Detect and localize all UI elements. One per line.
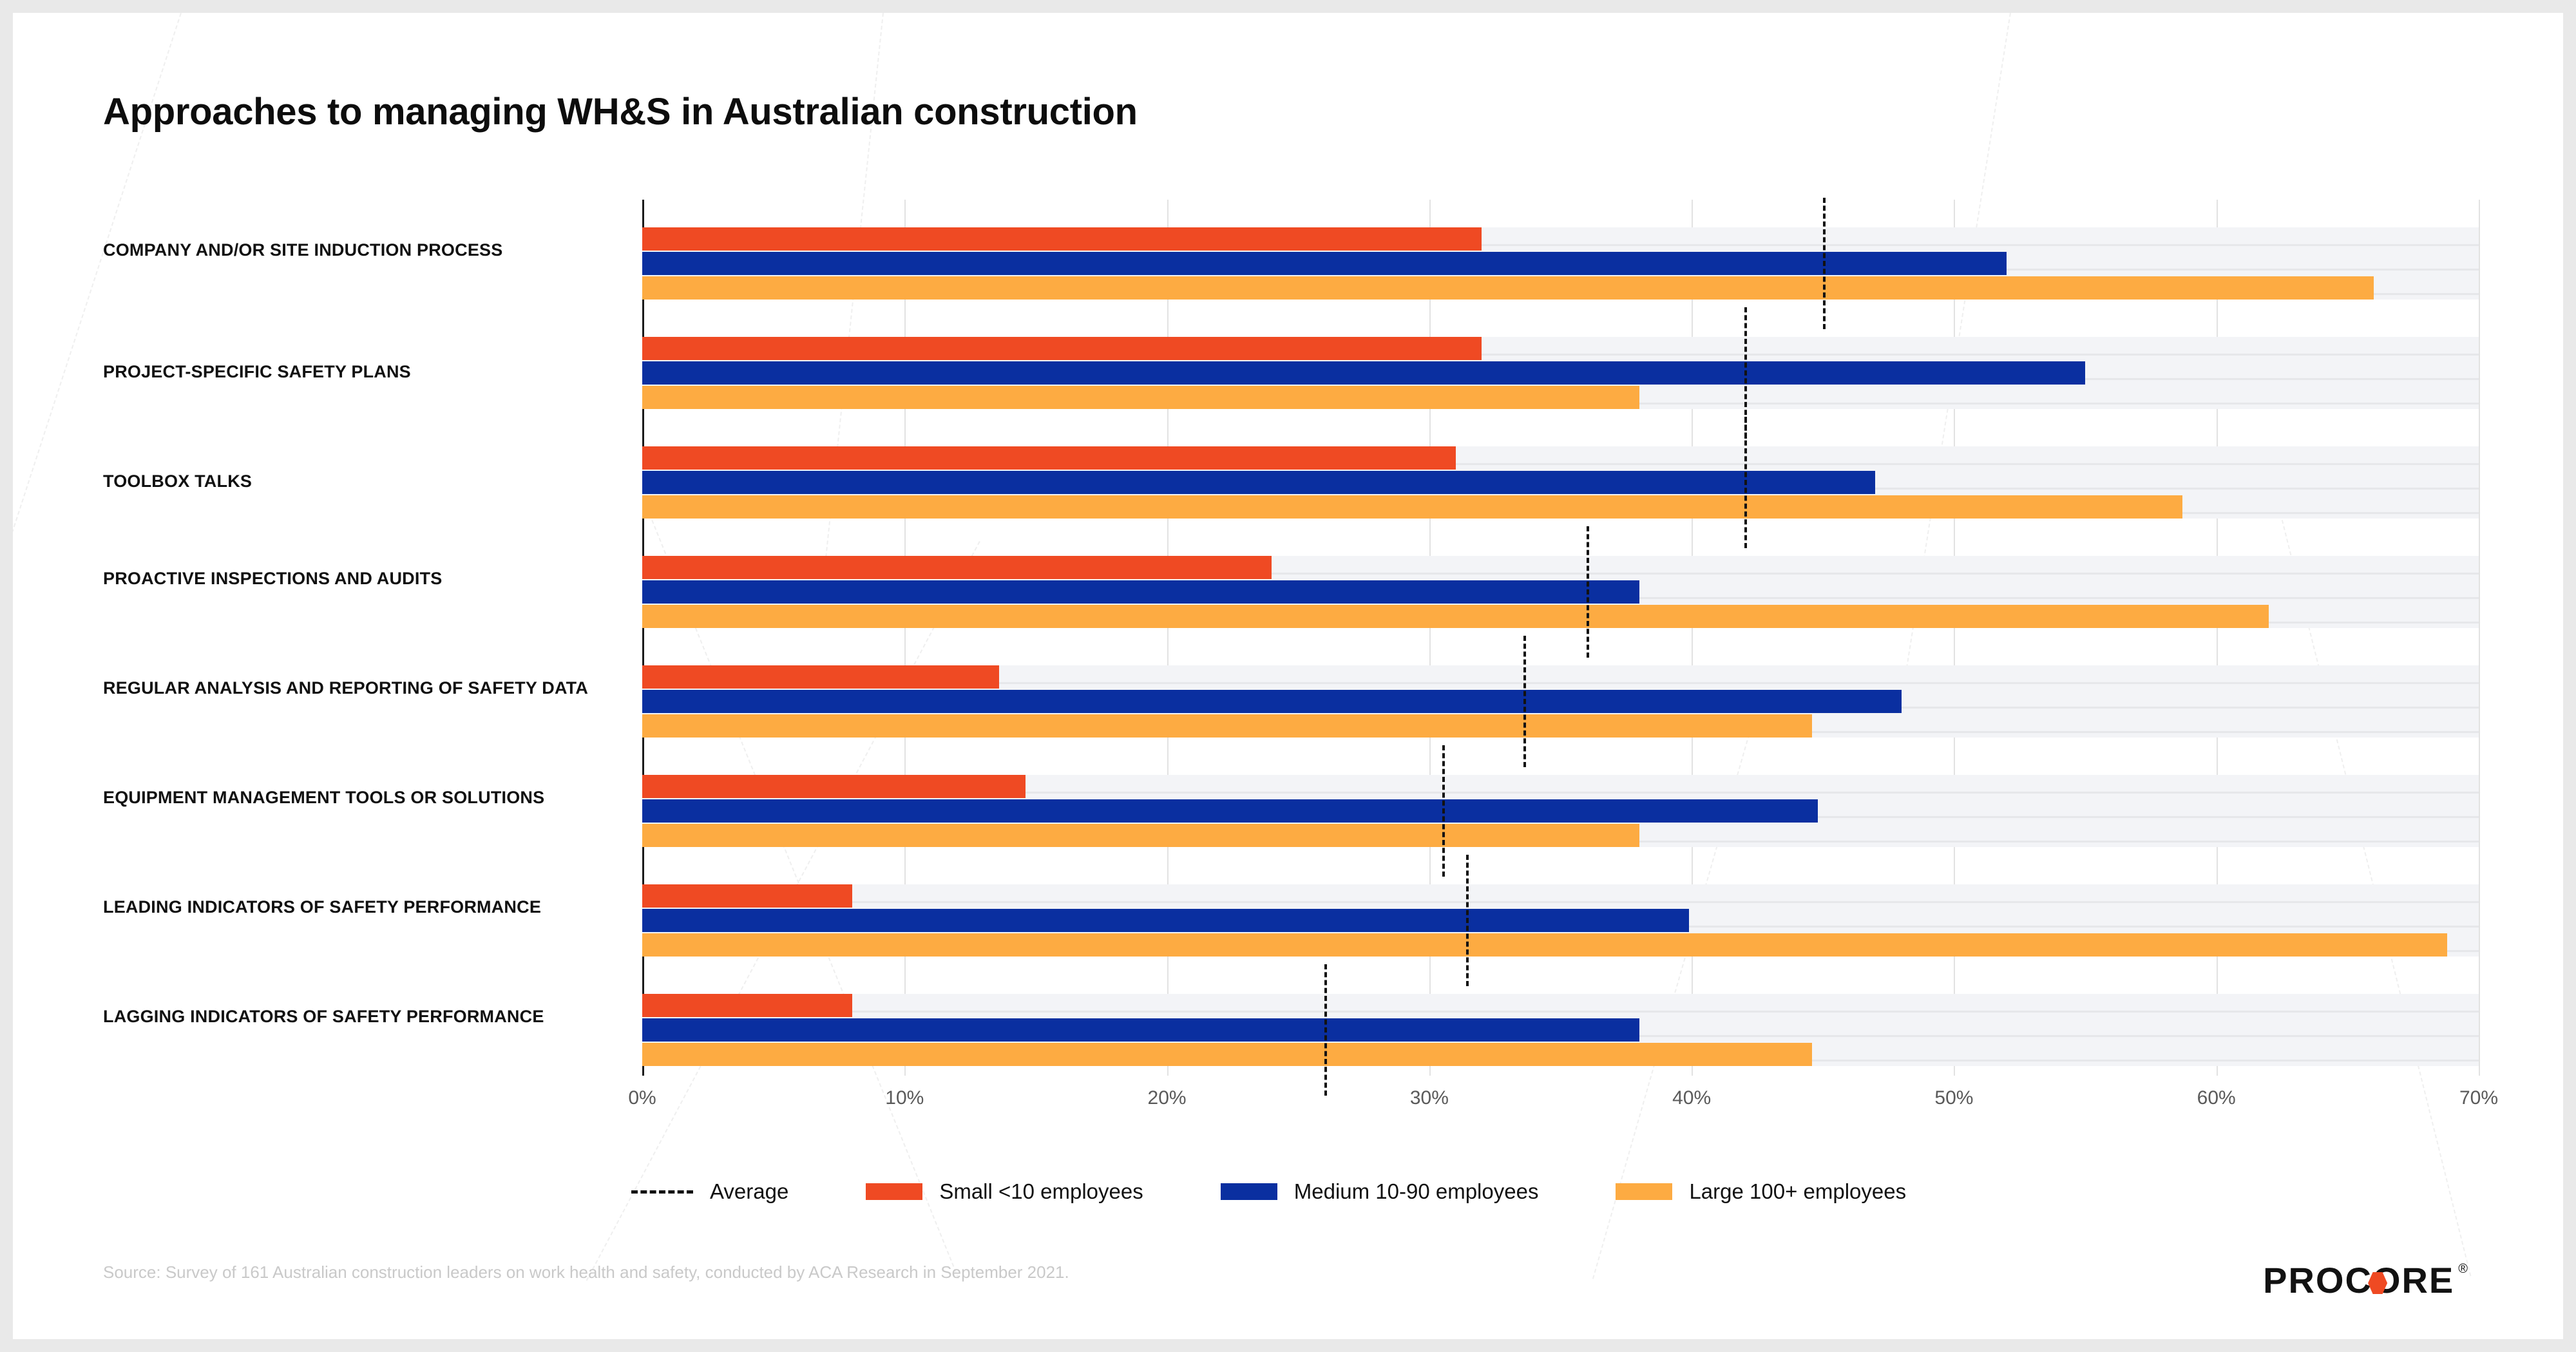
bar-small: [642, 665, 999, 689]
gridline-30%: [1429, 200, 1431, 1076]
legend-label: Large 100+ employees: [1689, 1179, 1907, 1203]
bar-medium: [642, 252, 2007, 275]
legend-label: Small <10 employees: [939, 1179, 1143, 1203]
average-marker: [1744, 307, 1747, 439]
legend-label: Medium 10-90 employees: [1293, 1179, 1539, 1203]
bar-medium: [642, 1018, 1639, 1042]
category-label: REGULAR ANALYSIS AND REPORTING OF SAFETY…: [103, 678, 589, 698]
legend-swatch: [631, 1190, 693, 1194]
average-marker: [1523, 636, 1527, 767]
legend-item[interactable]: Large 100+ employees: [1616, 1179, 1906, 1204]
bar-small: [642, 227, 1482, 251]
gridline-60%: [2216, 200, 2218, 1076]
legend-swatch: [1220, 1183, 1277, 1200]
bar-group: [642, 775, 2479, 847]
bar-medium: [642, 361, 2086, 385]
value-hairline: [642, 573, 2479, 575]
bar-medium: [642, 471, 1876, 494]
average-marker: [1324, 964, 1327, 1096]
bar-small: [642, 446, 1456, 470]
category-label: EQUIPMENT MANAGEMENT TOOLS OR SOLUTIONS: [103, 788, 545, 807]
x-tick-label: 0%: [628, 1087, 656, 1109]
average-marker: [1822, 198, 1826, 329]
x-axis-tick-labels: 0% 10% 20% 30% 40% 50% 60% 70%: [628, 1076, 2498, 1114]
bar-large: [642, 386, 1639, 409]
bar-small: [642, 337, 1482, 360]
gridline-50%: [1954, 200, 1956, 1076]
bar-medium: [642, 799, 1818, 823]
average-marker: [1465, 855, 1469, 986]
logo-wordmark: PROCORE: [2263, 1260, 2455, 1300]
legend-item[interactable]: Average: [631, 1179, 788, 1204]
average-marker: [1587, 526, 1590, 658]
gridline-20%: [1167, 200, 1169, 1076]
bar-large: [642, 824, 1639, 847]
bar-large: [642, 605, 2269, 628]
bar-large: [642, 495, 2182, 519]
x-tick-label: 50%: [1934, 1087, 1974, 1109]
bar-group: [642, 337, 2479, 409]
gridline-0%: [642, 200, 644, 1076]
legend-item[interactable]: Small <10 employees: [866, 1179, 1143, 1204]
value-hairline: [642, 901, 2479, 903]
value-hairline: [642, 682, 2479, 684]
value-hairline: [642, 354, 2479, 356]
bar-small: [642, 556, 1272, 579]
legend-swatch: [1616, 1183, 1673, 1200]
bar-medium: [642, 580, 1639, 604]
bar-group: [642, 665, 2479, 738]
gridline-10%: [904, 200, 906, 1076]
bar-group: [642, 446, 2479, 519]
x-tick-label: 20%: [1147, 1087, 1187, 1109]
source-note: Source: Survey of 161 Australian constru…: [103, 1262, 1069, 1282]
bar-group: [642, 556, 2479, 628]
category-label: PROACTIVE INSPECTIONS AND AUDITS: [103, 569, 443, 588]
legend-swatch: [866, 1183, 923, 1200]
category-label: COMPANY AND/OR SITE INDUCTION PROCESS: [103, 240, 503, 260]
x-tick-label: 10%: [885, 1087, 924, 1109]
bar-large: [642, 714, 1813, 738]
gridline-70%: [2479, 200, 2480, 1076]
chart-card: Approaches to managing WH&S in Australia…: [13, 13, 2563, 1339]
value-hairline: [642, 463, 2479, 465]
category-label-list: COMPANY AND/OR SITE INDUCTION PROCESS PRO…: [103, 200, 631, 1076]
average-marker: [1442, 745, 1445, 877]
chart-plot-area: 0% 10% 20% 30% 40% 50% 60% 70%: [628, 198, 2498, 1109]
x-tick-label: 70%: [2459, 1087, 2499, 1109]
bar-group: [642, 994, 2479, 1066]
bar-large: [642, 1043, 1813, 1066]
category-label: LEADING INDICATORS OF SAFETY PERFORMANCE: [103, 897, 542, 917]
bar-large: [642, 276, 2374, 300]
chart-legend: Average Small <10 employees Medium 10-90 e…: [631, 1172, 1983, 1211]
bar-small: [642, 884, 852, 908]
category-label: TOOLBOX TALKS: [103, 471, 253, 491]
average-marker: [1744, 417, 1747, 548]
value-hairline: [642, 792, 2479, 794]
x-tick-label: 30%: [1409, 1087, 1449, 1109]
page-title: Approaches to managing WH&S in Australia…: [103, 91, 1138, 133]
x-tick-label: 60%: [2197, 1087, 2236, 1109]
bar-small: [642, 775, 1026, 798]
bar-medium: [642, 909, 1690, 932]
category-label: PROJECT-SPECIFIC SAFETY PLANS: [103, 362, 411, 381]
bar-medium: [642, 690, 1902, 713]
procore-logo: PROCORE ®: [2263, 1259, 2468, 1301]
value-hairline: [642, 244, 2479, 246]
registered-trademark-icon: ®: [2458, 1262, 2468, 1276]
category-label: LAGGING INDICATORS OF SAFETY PERFORMANCE: [103, 1007, 544, 1026]
value-hairline: [642, 1011, 2479, 1013]
bar-group: [642, 884, 2479, 957]
legend-label: Average: [710, 1179, 789, 1203]
bar-small: [642, 994, 852, 1017]
bar-large: [642, 933, 2448, 957]
gridline-40%: [1692, 200, 1693, 1076]
legend-item[interactable]: Medium 10-90 employees: [1220, 1179, 1539, 1204]
x-tick-label: 40%: [1672, 1087, 1712, 1109]
bar-group: [642, 227, 2479, 300]
